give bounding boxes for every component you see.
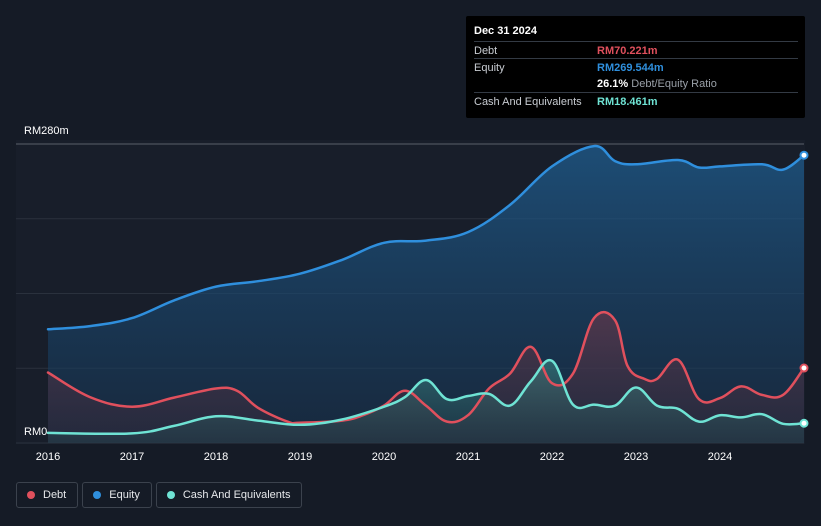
- cash-end-marker: [799, 418, 809, 428]
- legend-label-equity: Equity: [109, 489, 140, 501]
- tooltip-debt-value: RM70.221m: [597, 45, 658, 57]
- x-tick-2024: 2024: [708, 451, 732, 463]
- tooltip-cash-label: Cash And Equivalents: [474, 96, 582, 108]
- tooltip-row-equity: Equity RM269.544m: [474, 58, 798, 76]
- x-tick-2021: 2021: [456, 451, 480, 463]
- legend-label-debt: Debt: [43, 489, 67, 501]
- cash-line: [46, 358, 806, 436]
- tooltip-equity-value: RM269.544m: [597, 62, 664, 74]
- legend-item-debt[interactable]: Debt: [16, 482, 79, 508]
- cash-area: [48, 360, 804, 443]
- equity-end-marker: [799, 150, 809, 160]
- tooltip-date: Dec 31 2024: [474, 25, 537, 37]
- legend-item-cash[interactable]: Cash And Equivalents: [155, 482, 303, 508]
- tooltip-debt-label: Debt: [474, 45, 498, 57]
- tooltip-cash-value: RM18.461m: [597, 96, 658, 108]
- x-tick-2022: 2022: [540, 451, 564, 463]
- legend-label-cash: Cash And Equivalents: [182, 489, 291, 501]
- tooltip-panel: Dec 31 2024 Debt RM70.221m Equity RM269.…: [466, 16, 805, 118]
- tooltip-row-cash: Cash And Equivalents RM18.461m: [474, 92, 798, 110]
- equity-line: [46, 144, 806, 331]
- tooltip-ratio-label: Debt/Equity Ratio: [631, 78, 717, 90]
- legend-dot-equity: [93, 491, 102, 499]
- chart-legend: Debt Equity Cash And Equivalents: [16, 482, 303, 509]
- x-tick-2017: 2017: [120, 451, 144, 463]
- legend-item-equity[interactable]: Equity: [82, 482, 152, 508]
- x-tick-2020: 2020: [372, 451, 396, 463]
- x-tick-2019: 2019: [288, 451, 312, 463]
- tooltip-equity-label: Equity: [474, 62, 505, 74]
- x-tick-2016: 2016: [36, 451, 60, 463]
- tooltip-row-ratio: 26.1% Debt/Equity Ratio: [474, 75, 798, 92]
- y-tick-RM0: RM0: [24, 426, 47, 438]
- debt-end-marker: [799, 363, 809, 373]
- legend-dot-cash: [166, 491, 175, 499]
- y-tick-RM280m: RM280m: [24, 125, 69, 137]
- x-tick-2018: 2018: [204, 451, 228, 463]
- x-tick-2023: 2023: [624, 451, 648, 463]
- tooltip-ratio-value: 26.1%: [597, 78, 629, 90]
- legend-dot-debt: [27, 491, 35, 499]
- debt-line: [46, 311, 806, 425]
- tooltip-ratio: 26.1% Debt/Equity Ratio: [597, 78, 717, 90]
- tooltip-row-debt: Debt RM70.221m: [474, 41, 798, 59]
